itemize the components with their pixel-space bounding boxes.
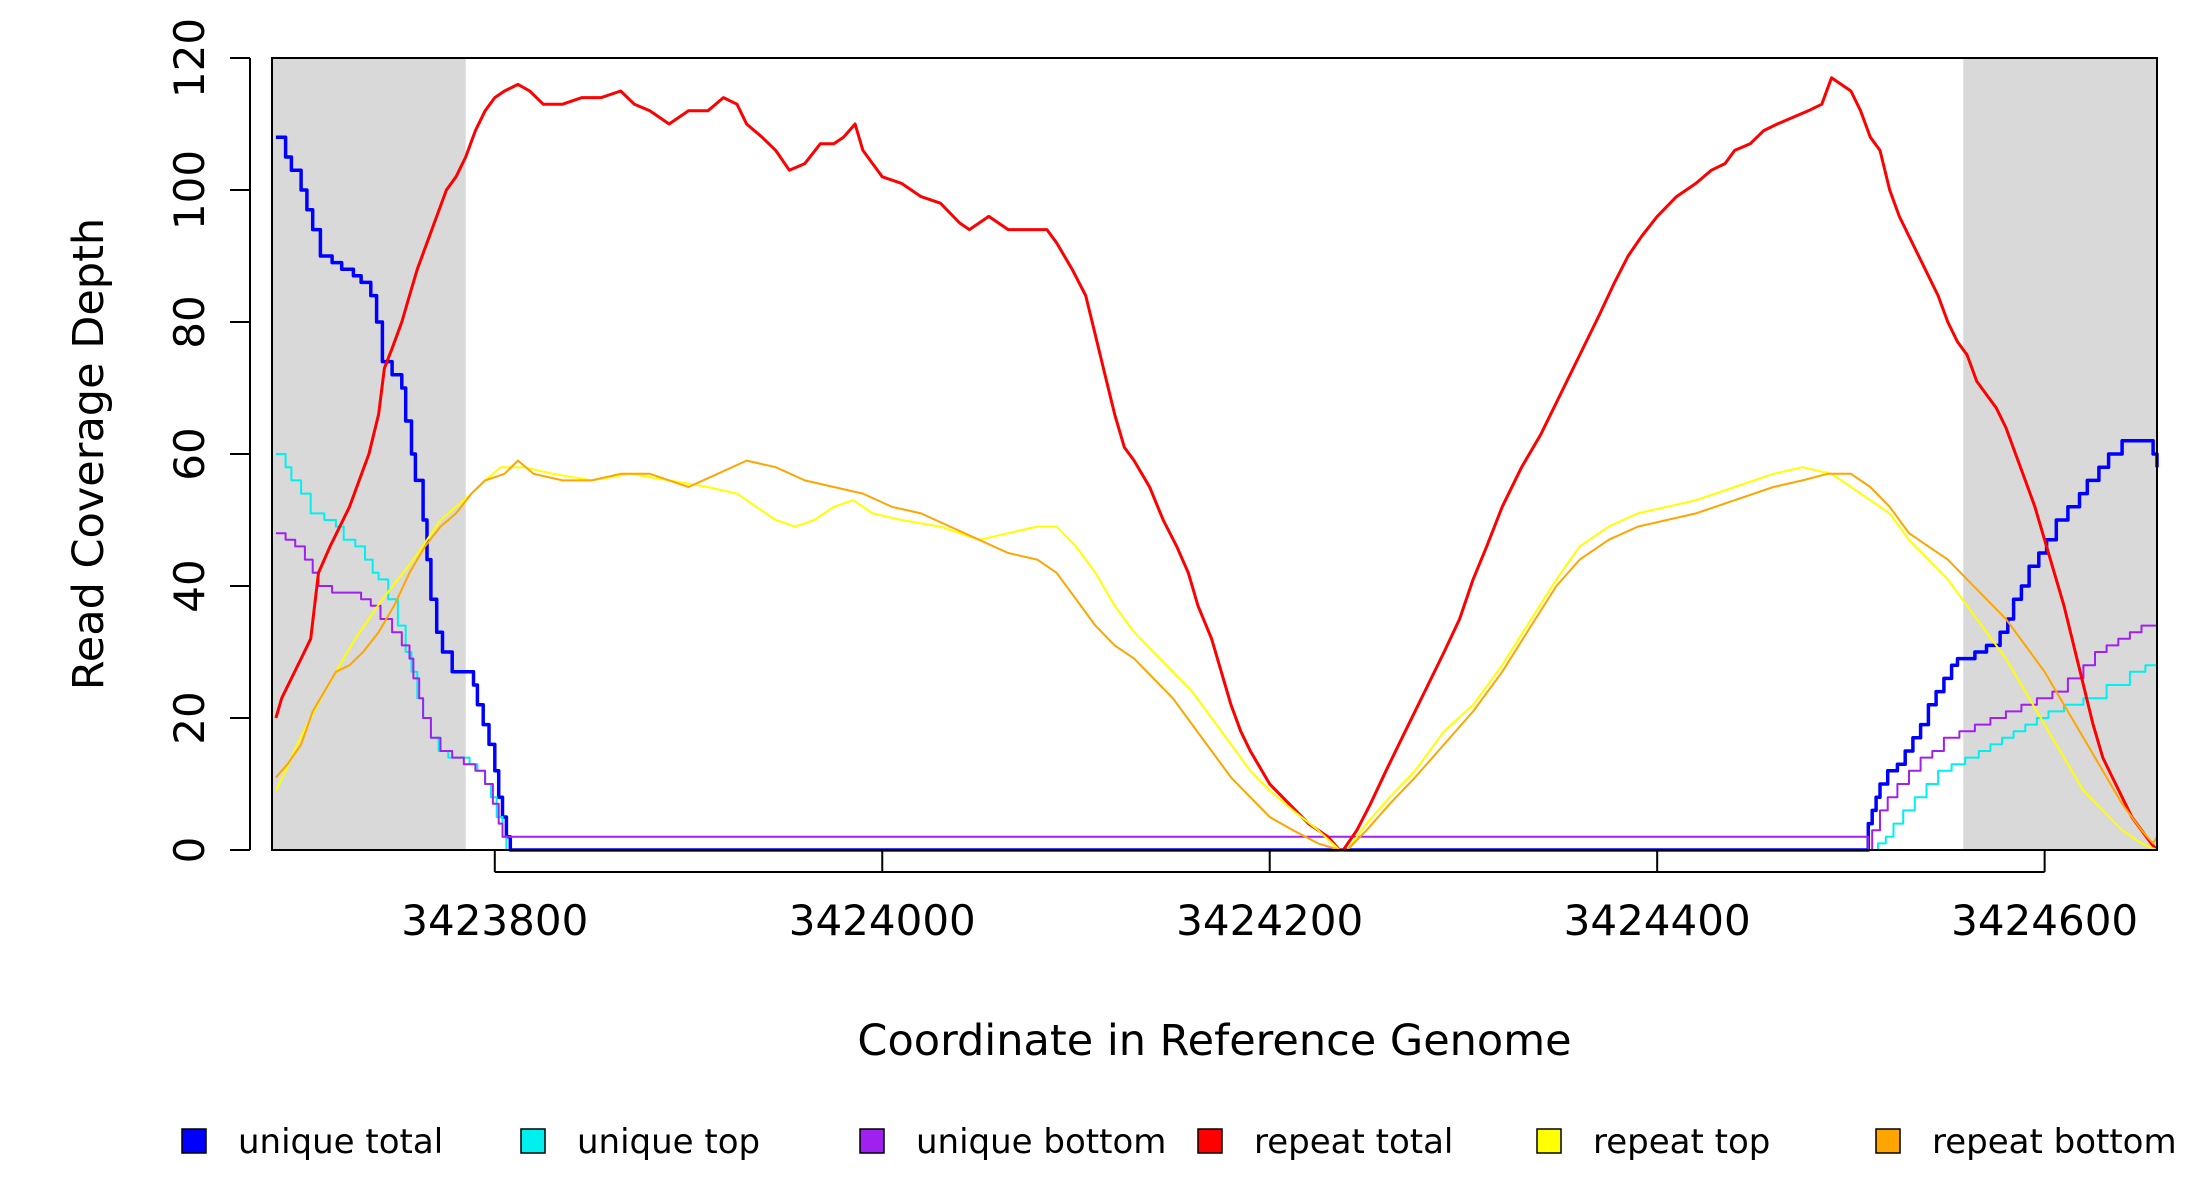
legend: unique total unique top unique bottom repea… [181, 1122, 2177, 1162]
y-tick-label: 60 [165, 427, 214, 480]
shaded-region-1 [1963, 58, 2157, 850]
series-lines [274, 76, 2159, 852]
y-axis-title: Read Coverage Depth [64, 218, 114, 690]
x-tick-label: 3424600 [1951, 896, 2138, 945]
legend-label: repeat bottom [1932, 1122, 2177, 1162]
legend-swatch [181, 1128, 207, 1154]
x-tick-label: 3423800 [401, 896, 588, 945]
legend-swatch [1536, 1128, 1562, 1154]
x-tick-label: 3424200 [1176, 896, 1363, 945]
series-unique-total [275, 135, 2159, 852]
x-tick-label: 3424400 [1564, 896, 1751, 945]
x-axis-title: Coordinate in Reference Genome [857, 1016, 1571, 1066]
legend-swatch [1197, 1128, 1223, 1154]
y-tick-label: 0 [165, 837, 214, 864]
y-tick-label: 40 [165, 559, 214, 612]
plot-frame [271, 57, 2158, 851]
legend-swatch [1875, 1128, 1901, 1154]
legend-swatch [859, 1128, 885, 1154]
legend-label: repeat top [1593, 1122, 1770, 1162]
series-repeat-bottom [275, 459, 2158, 851]
legend-label: repeat total [1254, 1122, 1453, 1162]
y-tick-label: 80 [165, 295, 214, 348]
y-axis: 0 20 40 60 80 100 120 [165, 18, 251, 864]
y-tick-label: 20 [165, 691, 214, 744]
series-repeat-total [274, 76, 2159, 852]
x-axis: 3423800 3424000 3424200 3424400 3424600 [401, 850, 2138, 945]
series-unique-bottom [275, 532, 2158, 851]
shaded-regions [272, 58, 2157, 850]
legend-label: unique total [238, 1122, 443, 1162]
legend-label: unique bottom [916, 1122, 1166, 1162]
legend-label: unique top [577, 1122, 760, 1162]
legend-swatch [520, 1128, 546, 1154]
y-tick-label: 100 [165, 150, 214, 230]
x-tick-label: 3424000 [789, 896, 976, 945]
y-tick-label: 120 [165, 18, 214, 98]
